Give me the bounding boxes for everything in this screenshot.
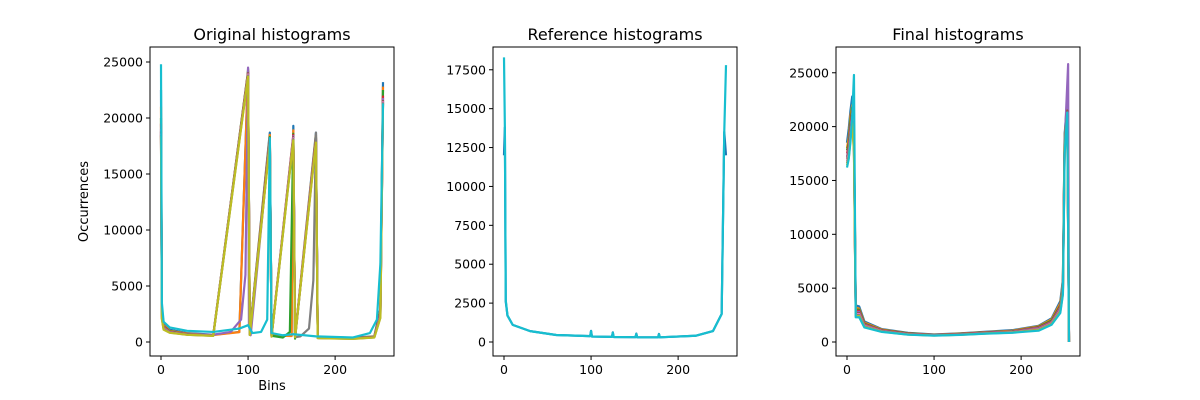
y-tick-label: 17500: [446, 62, 486, 77]
chart-panel-3: 0 100 200 0 5000 10000 15000 20000 25000 Final hi…: [789, 25, 1081, 377]
x-tick-label: 100: [579, 362, 603, 377]
series-group: [845, 63, 1071, 343]
series-group: [159, 64, 385, 340]
y-tick-label: 15000: [103, 167, 143, 182]
series-line-1: [845, 95, 1071, 343]
series-line-7: [845, 111, 1071, 343]
chart-title: Original histograms: [193, 25, 350, 44]
y-tick-label: 7500: [454, 218, 486, 233]
axes-frame: [492, 46, 738, 357]
y-axis-label: Occurrences: [77, 161, 92, 242]
y-tick-label: 5000: [111, 279, 143, 294]
x-tick-label: 200: [323, 362, 347, 377]
y-tick-label: 25000: [103, 55, 143, 70]
y-tick-label: 5000: [454, 257, 486, 272]
x-tick-label: 200: [1009, 362, 1033, 377]
y-tick-label: 20000: [103, 111, 143, 126]
y-tick-label: 20000: [789, 119, 829, 134]
y-tick-label: 2500: [454, 296, 486, 311]
x-axis-label: Bins: [258, 379, 286, 394]
x-tick-label: 200: [666, 362, 690, 377]
series-line-2: [502, 57, 728, 339]
series-line-8: [845, 114, 1071, 343]
x-tick-label: 100: [236, 362, 260, 377]
y-tick-label: 25000: [789, 65, 829, 80]
y-tick-label: 5000: [797, 281, 829, 296]
y-tick-label: 12500: [446, 140, 486, 155]
series-line-9: [845, 116, 1071, 343]
y-tick-label: 0: [821, 335, 829, 350]
series-line-1: [502, 126, 728, 339]
y-tick-label: 0: [135, 335, 143, 350]
y-tick-label: 10000: [789, 227, 829, 242]
series-line-3: [845, 103, 1071, 343]
series-line-5: [845, 63, 1071, 343]
chart-title: Reference histograms: [527, 25, 702, 44]
x-tick-label: 0: [843, 362, 851, 377]
series-line-10: [845, 73, 1071, 343]
axes-frame: [835, 46, 1081, 357]
y-tick-label: 10000: [446, 179, 486, 194]
x-tick-label: 0: [157, 362, 165, 377]
y-tick-label: 10000: [103, 223, 143, 238]
x-tick-label: 0: [500, 362, 508, 377]
series-line-2: [845, 101, 1071, 343]
x-tick-label: 100: [922, 362, 946, 377]
series-line-10: [159, 64, 385, 339]
axes-frame: [149, 46, 395, 357]
y-tick-label: 0: [478, 335, 486, 350]
series-line-6: [845, 109, 1071, 343]
y-tick-label: 15000: [446, 101, 486, 116]
y-tick-label: 15000: [789, 173, 829, 188]
chart-panel-1: 0 100 200 0 5000 10000 15000 20000 25000 Original…: [77, 25, 395, 394]
chart-title: Final histograms: [892, 25, 1023, 44]
chart-panel-2: 0 100 200 0 2500 5000 7500 10000 12500 15000 17500…: [446, 25, 738, 377]
series-group: [502, 57, 728, 339]
series-line-4: [845, 106, 1071, 343]
